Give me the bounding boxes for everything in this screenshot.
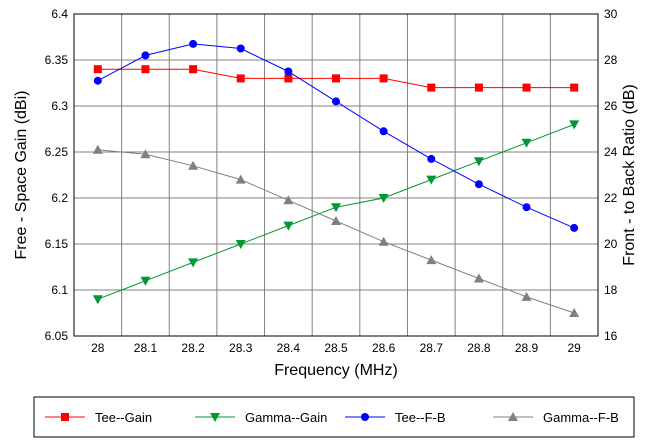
tick-labels: 28 28.1 28.2 28.3 28.4 28.5 28.6 28.7 28.8 28.9 29…	[45, 7, 618, 355]
data-point-gamma-f-b	[188, 160, 199, 170]
x-axis-title: Frequency (MHz)	[274, 362, 398, 379]
series-tee-f-b	[93, 39, 579, 232]
y-left-tick-label: 6.15	[45, 237, 69, 251]
legend-marker	[210, 413, 220, 422]
data-point-tee-gain	[427, 83, 436, 92]
data-point-gamma-gain	[331, 203, 341, 213]
data-point-tee-gain	[474, 83, 483, 92]
data-point-tee-gain	[93, 65, 102, 74]
data-point-tee-f-b	[93, 76, 102, 85]
data-point-gamma-gain	[521, 138, 532, 148]
data-point-tee-f-b	[284, 67, 293, 76]
data-point-tee-f-b	[570, 223, 579, 232]
legend-item-tee-f-b: Tee--F-B	[345, 410, 446, 425]
x-tick-label: 28.6	[372, 341, 396, 355]
data-point-tee-gain	[284, 74, 293, 83]
data-point-tee-gain	[522, 83, 531, 92]
data-point-tee-gain	[332, 74, 340, 83]
data-point-tee-gain	[141, 65, 150, 74]
data-point-gamma-f-b	[378, 236, 389, 246]
data-point-tee-f-b	[427, 154, 436, 163]
legend-box	[33, 396, 635, 438]
plot-frame	[73, 13, 599, 337]
data-point-tee-gain	[236, 74, 245, 83]
data-point-gamma-f-b	[283, 195, 294, 205]
y-left-tick-label: 6.35	[45, 53, 69, 67]
data-point-tee-f-b	[522, 203, 531, 212]
legend-items: Tee--Gain Gamma--Gain Tee--F-B Gamma--F-B	[45, 410, 619, 425]
y-right-tick-label: 30	[604, 7, 618, 21]
legend-marker	[61, 413, 69, 421]
data-point-tee-f-b	[379, 127, 388, 136]
legend-marker	[361, 413, 369, 421]
data-point-gamma-gain	[235, 240, 246, 249]
data-point-gamma-gain	[378, 194, 389, 203]
data-point-tee-f-b	[189, 39, 198, 48]
y-right-tick-label: 16	[604, 329, 618, 343]
x-tick-label: 28.1	[134, 341, 158, 355]
x-tick-label: 28.4	[277, 341, 301, 355]
data-point-gamma-gain	[473, 157, 484, 167]
data-point-gamma-f-b	[92, 144, 103, 154]
y-left-tick-label: 6.2	[51, 191, 68, 205]
legend-item-tee-gain: Tee--Gain	[45, 410, 152, 425]
data-point-gamma-f-b	[426, 255, 437, 265]
legend-item-gamma-gain: Gamma--Gain	[195, 410, 327, 425]
data-point-tee-f-b	[236, 44, 245, 53]
x-tick-label: 28.7	[420, 341, 444, 355]
data-point-gamma-gain	[140, 276, 151, 286]
data-point-tee-f-b	[141, 51, 150, 60]
y-right-tick-label: 20	[604, 237, 618, 251]
y-right-tick-label: 28	[604, 53, 618, 67]
x-tick-label: 28.5	[324, 341, 348, 355]
series-tee-gain	[93, 65, 579, 92]
y-left-tick-label: 6.05	[45, 329, 69, 343]
legend-marker	[508, 412, 518, 421]
y-right-tick-label: 26	[604, 99, 618, 113]
series-layer	[92, 39, 580, 317]
y-axis-left-title: Free - Space Gain (dBi)	[13, 91, 30, 260]
y-right-tick-label: 22	[604, 191, 618, 205]
x-tick-label: 29	[568, 341, 582, 355]
data-point-gamma-gain	[92, 295, 103, 305]
x-tick-label: 28.8	[467, 341, 491, 355]
y-right-tick-label: 18	[604, 283, 618, 297]
x-tick-label: 28.3	[229, 341, 253, 355]
y-left-tick-label: 6.4	[51, 7, 68, 21]
y-left-tick-label: 6.3	[51, 99, 68, 113]
data-point-gamma-gain	[283, 221, 294, 231]
data-point-gamma-f-b	[235, 174, 246, 184]
series-gamma-gain	[92, 120, 580, 305]
series-gamma-f-b	[92, 144, 580, 317]
x-tick-label: 28	[91, 341, 105, 355]
data-point-gamma-gain	[569, 120, 580, 130]
y-left-tick-label: 6.25	[45, 145, 69, 159]
data-point-tee-f-b	[474, 180, 483, 189]
x-tick-label: 28.2	[181, 341, 205, 355]
x-tick-label: 28.9	[515, 341, 539, 355]
data-point-gamma-gain	[426, 175, 437, 185]
legend-label: Gamma--F-B	[543, 410, 619, 425]
data-point-gamma-gain	[188, 258, 199, 268]
y-axis-right-title: Front - to Back Ratio (dB)	[621, 84, 638, 265]
data-point-gamma-f-b	[521, 291, 532, 301]
data-point-gamma-f-b	[569, 308, 580, 317]
legend-label: Tee--F-B	[395, 410, 446, 425]
legend-label: Gamma--Gain	[245, 410, 327, 425]
legend: Tee--Gain Gamma--Gain Tee--F-B Gamma--F-B	[33, 396, 635, 438]
data-point-tee-gain	[570, 83, 579, 92]
data-point-tee-gain	[189, 65, 198, 74]
data-point-tee-gain	[379, 74, 388, 83]
legend-label: Tee--Gain	[95, 410, 152, 425]
data-point-gamma-f-b	[331, 216, 341, 225]
legend-item-gamma-f-b: Gamma--F-B	[493, 410, 619, 425]
gridlines	[74, 14, 598, 336]
data-point-gamma-f-b	[140, 149, 151, 159]
y-left-tick-label: 6.1	[51, 283, 68, 297]
y-right-tick-label: 24	[604, 145, 618, 159]
data-point-tee-f-b	[332, 97, 340, 106]
data-point-gamma-f-b	[473, 273, 484, 283]
